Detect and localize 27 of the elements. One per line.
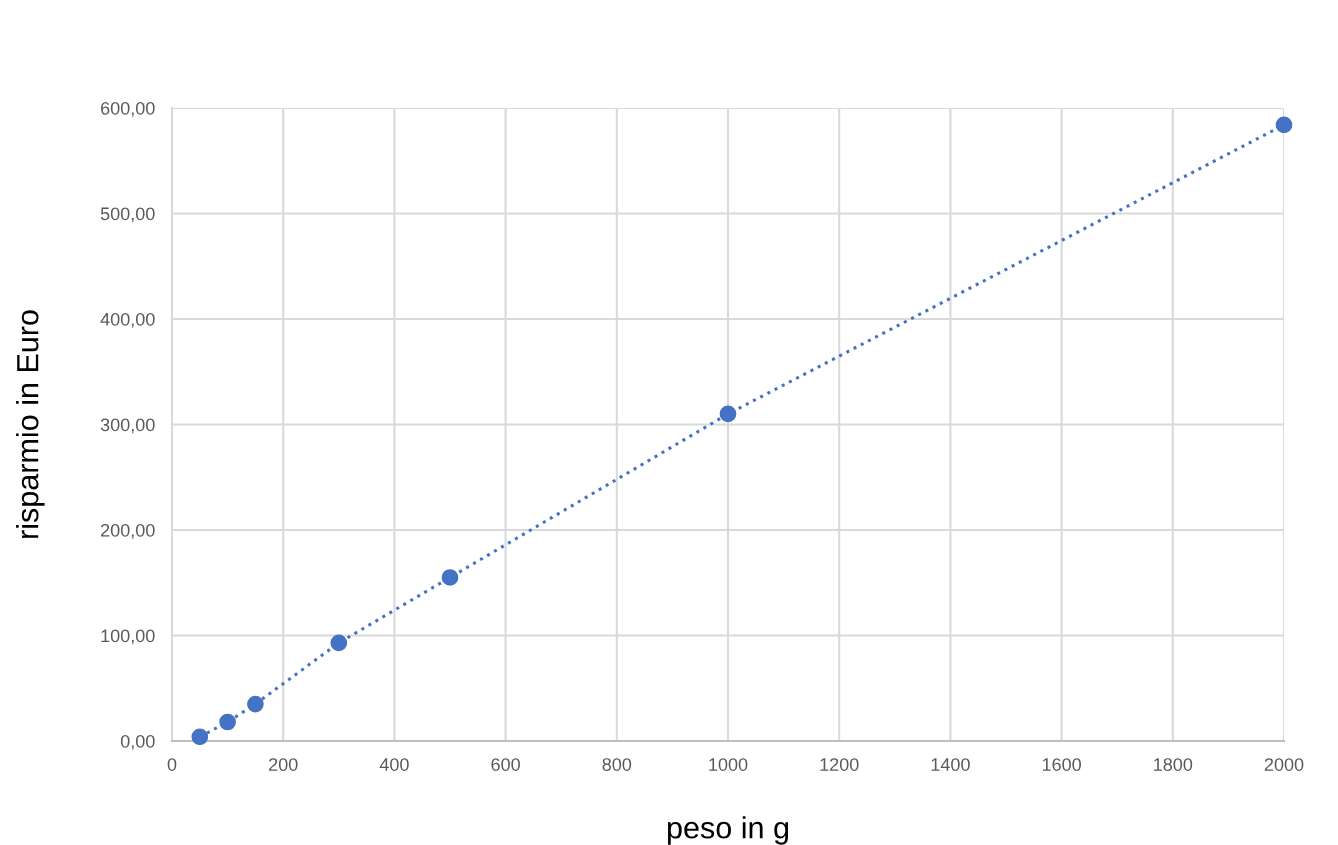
y-tick-label: 200,00	[101, 523, 155, 539]
x-tick-label: 0	[167, 758, 177, 771]
x-tick-label: 600	[491, 758, 520, 771]
y-axis-title: risparmio in Euro	[16, 310, 45, 538]
y-tick-label: 100,00	[101, 629, 155, 645]
x-tick-label: 1400	[931, 758, 970, 771]
y-tick-label: 600,00	[101, 101, 155, 117]
y-tick-label: 300,00	[100, 418, 155, 434]
x-tick-label: 800	[602, 758, 632, 771]
point	[719, 405, 737, 423]
x-tick-label: 1000	[709, 758, 748, 771]
point	[191, 728, 209, 746]
x-tick-label: 400	[379, 758, 409, 771]
point	[330, 634, 348, 652]
x-tick-label: 1800	[1154, 758, 1193, 771]
x-tick-label: 1600	[1042, 758, 1081, 771]
point	[247, 695, 264, 713]
point	[441, 569, 459, 586]
y-tick-label: 500,00	[100, 207, 155, 223]
x-tick-label: 200	[269, 758, 298, 771]
y-tick-label: 0,00	[120, 734, 155, 750]
x-tick-label: 2000	[1264, 758, 1304, 771]
point	[219, 713, 236, 731]
x-tick-label: 1200	[820, 758, 859, 771]
x-axis-title: peso in g	[667, 816, 789, 845]
point	[1275, 116, 1293, 134]
y-tick-label: 400,00	[100, 312, 155, 328]
